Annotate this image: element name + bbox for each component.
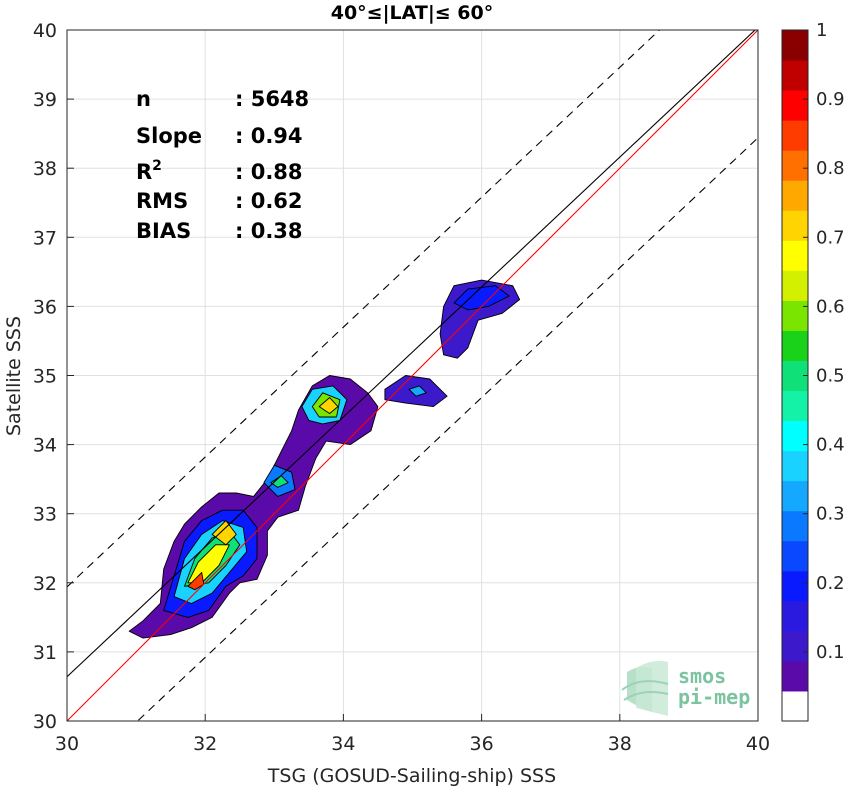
contour-peak-5 [408,385,427,397]
colorbar-band-7 [782,480,808,512]
colorbar-tick-label-2: 0.3 [816,504,845,525]
colorbar-band-8 [782,450,808,482]
colorbar-tick-label-4: 0.5 [816,366,845,387]
colorbar-band-20 [782,90,808,121]
y-tick-label-7: 37 [33,227,57,249]
watermark-logo-icon [621,660,669,716]
upper-envelope-line [67,30,661,588]
colorbar-tick-label-8: 0.9 [816,89,845,110]
colorbar-band-16 [782,210,808,241]
y-tick-label-6: 36 [33,296,57,318]
y-tick-label-4: 34 [33,435,57,457]
colorbar-band-0 [782,690,808,722]
stat-value-4: : 0.38 [235,219,303,243]
stat-value-2: : 0.88 [235,160,303,184]
stat-label-4: BIAS [136,219,191,243]
lower-envelope-line [136,137,758,721]
colorbar-band-6 [782,510,808,542]
colorbar-band-17 [782,180,808,211]
colorbar-tick-label-5: 0.6 [816,296,845,317]
colorbar-band-4 [782,570,808,602]
stat-label-1: Slope [136,124,202,148]
colorbar-tick-label-0: 0.1 [816,642,845,663]
x-tick-label-2: 34 [331,733,355,755]
y-tick-label-5: 35 [33,366,57,388]
stat-label-0: n [136,87,151,111]
colorbar-band-19 [782,120,808,151]
x-tick-label-5: 40 [746,733,770,755]
contour-peak-2 [211,520,237,546]
smos-pimep-watermark: smos pi-mep [621,660,750,716]
y-axis-label: Satellite SSS [3,316,25,436]
x-tick-label-3: 36 [470,733,494,755]
colorbar-tick-label-7: 0.8 [816,158,845,179]
colorbar-band-15 [782,240,808,271]
stat-label-3: RMS [136,189,188,213]
colorbar-band-2 [782,630,808,662]
y-tick-label-9: 39 [33,89,57,111]
colorbar-band-18 [782,150,808,181]
y-tick-label-2: 32 [33,573,57,595]
colorbar-tick-label-1: 0.2 [816,573,845,594]
colorbar-band-1 [782,660,808,692]
colorbar-band-9 [782,420,808,452]
colorbar-band-5 [782,540,808,572]
y-axis-ticks: 30 31 32 33 34 35 36 37 38 39 40 [33,20,74,733]
stat-value-0: : 5648 [235,87,309,111]
regression-line [67,30,756,678]
x-tick-label-1: 32 [193,733,217,755]
watermark-line2: pi-mep [678,685,750,709]
colorbar-tick-label-3: 0.4 [816,435,845,456]
stat-value-1: : 0.94 [235,124,303,148]
colorbar-band-22 [782,30,808,61]
chart-title: 40°≤|LAT|≤ 60° [331,2,494,24]
colorbar: 0.1 0.2 0.3 0.4 0.5 0.6 0.7 0.8 0.9 1 [781,20,845,722]
y-tick-label-0: 30 [33,711,57,733]
colorbar-band-12 [782,330,808,361]
x-tick-label-0: 30 [55,733,79,755]
x-tick-label-4: 38 [608,733,632,755]
watermark-line1: smos [678,664,726,688]
identity-line [67,30,758,721]
reference-lines [67,30,758,721]
colorbar-band-10 [782,390,808,422]
x-axis-label: TSG (GOSUD-Sailing-ship) SSS [267,765,556,787]
y-tick-label-3: 33 [33,504,57,526]
colorbar-band-3 [782,600,808,632]
x-axis-ticks: 30 32 34 36 38 40 [55,714,770,755]
colorbar-tick-label-9: 1 [816,20,827,41]
stat-value-3: : 0.62 [235,189,303,213]
contour-peak-3 [318,397,339,414]
colorbar-band-13 [782,300,808,331]
contour-peak-6 [453,285,510,311]
y-tick-label-10: 40 [33,20,57,42]
colorbar-band-21 [782,60,808,91]
colorbar-tick-label-6: 0.7 [816,227,845,248]
y-tick-label-1: 31 [33,642,57,664]
density-contours [128,279,521,639]
colorbar-band-14 [782,270,808,301]
y-tick-label-8: 38 [33,158,57,180]
